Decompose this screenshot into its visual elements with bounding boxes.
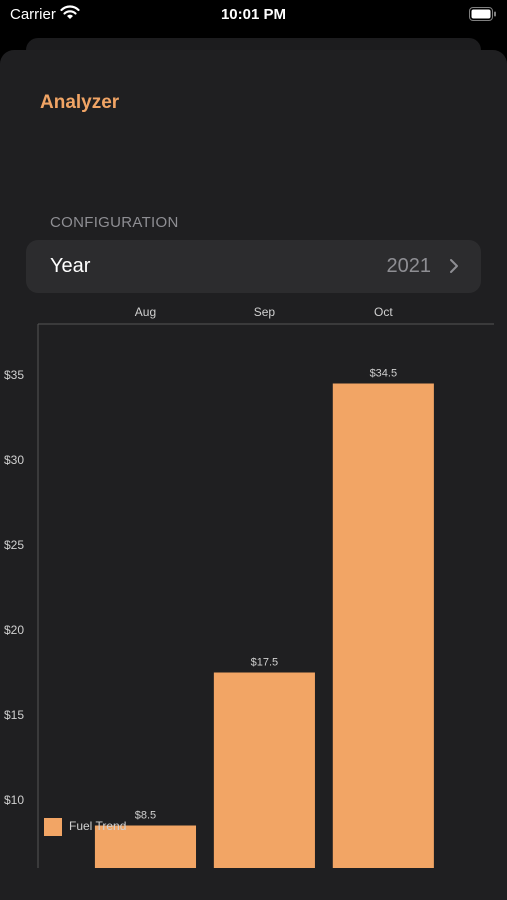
carrier-label: Carrier [10,6,56,23]
wifi-icon [60,5,80,21]
fuel-trend-chart: $10 $15 $20 $25 $30 $35 Aug $8.5 Sep $17.5 Oct $34.… [0,298,507,900]
y-tick-label: $15 [4,708,24,722]
legend-swatch [44,818,62,836]
chevron-right-icon [449,258,459,274]
bar [332,383,434,868]
analyzer-sheet: Analyzer CONFIGURATION Year 2021 $10 $15 $… [0,50,507,900]
x-tick-label: Oct [374,305,393,319]
chart-svg: $10 $15 $20 $25 $30 $35 Aug $8.5 Sep $17.5 Oct $34.… [4,305,494,868]
x-tick-label: Sep [254,305,276,319]
configuration-section-header: CONFIGURATION [50,214,179,231]
status-bar: Carrier 10:01 PM [0,0,507,30]
year-value: 2021 [386,255,432,277]
battery-icon [469,7,497,21]
data-label: $8.5 [135,810,156,822]
x-tick-label: Aug [135,305,156,319]
year-label: Year [50,255,91,277]
y-tick-label: $25 [4,538,24,552]
status-time: 10:01 PM [220,6,287,23]
y-tick-label: $35 [4,368,24,382]
y-tick-label: $20 [4,623,24,637]
legend-label: Fuel Trend [69,819,127,833]
page-title: Analyzer [40,92,120,113]
y-tick-label: $10 [4,793,24,807]
bar [213,672,315,868]
y-tick-label: $30 [4,453,24,467]
data-label: $34.5 [370,368,398,380]
year-picker-row[interactable]: Year 2021 [26,240,481,293]
bar [94,825,197,868]
data-label: $17.5 [251,657,279,669]
